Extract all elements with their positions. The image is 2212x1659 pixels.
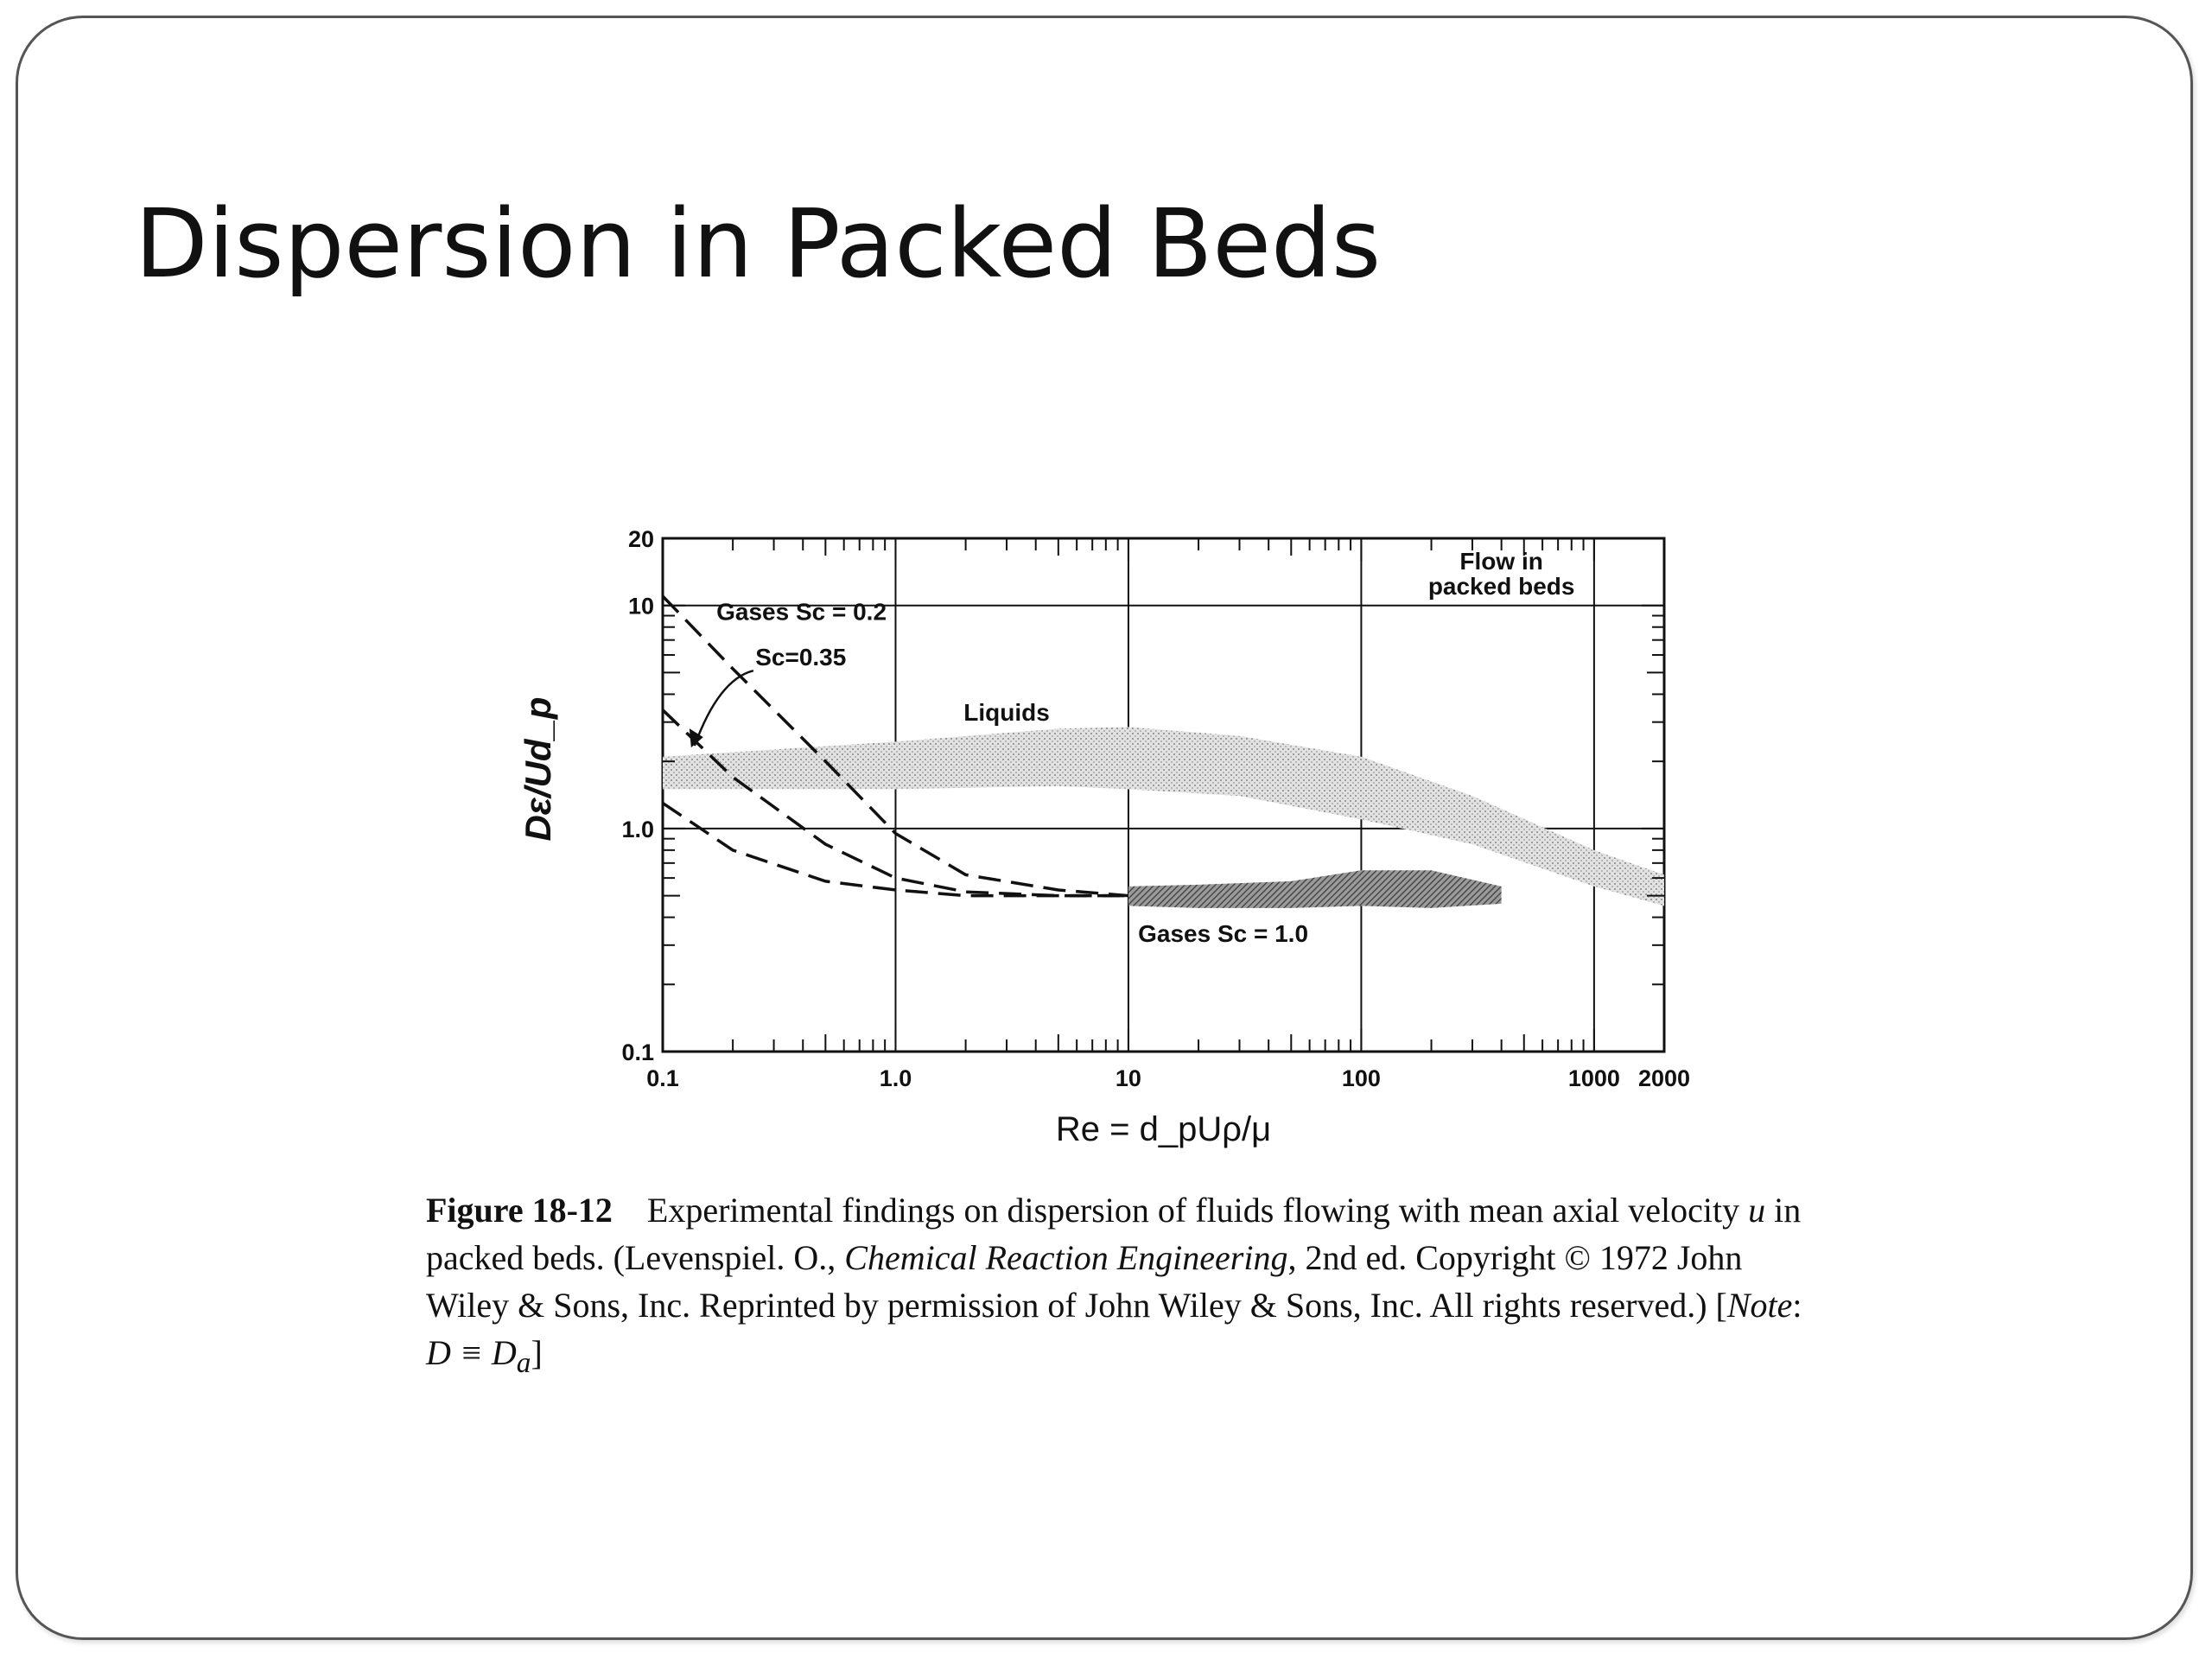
caption-text-4: : xyxy=(1792,1286,1802,1325)
caption-text-1: Experimental findings on dispersion of f… xyxy=(646,1191,1749,1230)
chart-ticks xyxy=(662,537,1665,1052)
caption-text-3: , 2nd ed. Copyright © 1972 John Wiley & … xyxy=(426,1238,1743,1325)
annotation-1: packed beds xyxy=(1428,573,1575,600)
x-tick-label: 0.1 xyxy=(646,1065,679,1091)
dispersion-chart: 0.1 1.0 10 100 1000 2000 0.1 1.0 10 20 Re = d_pUρ/… xyxy=(518,526,1690,1148)
x-tick-label: 10 xyxy=(1116,1065,1141,1091)
series-band-4 xyxy=(1128,870,1502,908)
y-tick-label: 20 xyxy=(628,526,654,552)
y-axis-label: Dε/Ud_p xyxy=(518,696,558,841)
chart-bands xyxy=(663,727,1664,908)
series-label-4: Gases Sc = 1.0 xyxy=(1138,920,1308,947)
x-axis-label: Re = d_pUρ/μ xyxy=(1056,1110,1271,1148)
caption-note-sub: a xyxy=(516,1347,531,1379)
series-line-2 xyxy=(662,801,1128,898)
figure-label: Figure 18-12 xyxy=(426,1191,613,1230)
series-label-0: Gases Sc = 0.2 xyxy=(716,599,887,626)
plot-border xyxy=(661,537,1666,1053)
y-tick-label: 10 xyxy=(628,594,654,620)
chart-lines xyxy=(661,594,1129,898)
chart-labels: 0.1 1.0 10 100 1000 2000 0.1 1.0 10 20 Re = d_pUρ/… xyxy=(518,526,1690,1148)
caption-note-eq: D ≡ D xyxy=(426,1333,517,1372)
series-band-3 xyxy=(663,727,1664,906)
series-line-0 xyxy=(661,594,1129,898)
series-label-3: Liquids xyxy=(963,699,1050,726)
caption-note-label: Note xyxy=(1726,1286,1793,1325)
x-tick-label: 100 xyxy=(1342,1065,1381,1091)
y-tick-label: 1.0 xyxy=(621,817,654,842)
y-tick-label: 0.1 xyxy=(621,1039,654,1065)
x-tick-label: 1.0 xyxy=(880,1065,912,1091)
caption-symbol-u: u xyxy=(1748,1191,1766,1230)
caption-book-title: Chemical Reaction Engineering xyxy=(844,1238,1288,1277)
x-tick-label: 2000 xyxy=(1638,1065,1690,1091)
sc035-arrow xyxy=(693,669,754,747)
x-tick-label: 1000 xyxy=(1568,1065,1620,1091)
annotation-0: Flow in xyxy=(1459,548,1542,575)
slide-title: Dispersion in Packed Beds xyxy=(135,188,1382,299)
caption-text-2: in packed beds. (Levenspiel. O., xyxy=(426,1191,1802,1277)
caption-text-5: ] xyxy=(531,1333,543,1372)
sc035-arrowhead xyxy=(689,728,703,748)
chart-grid xyxy=(661,537,1666,1053)
series-label-1: Sc=0.35 xyxy=(755,644,846,671)
figure-caption: Figure 18-12 Experimental findings on dis… xyxy=(426,1186,1826,1387)
